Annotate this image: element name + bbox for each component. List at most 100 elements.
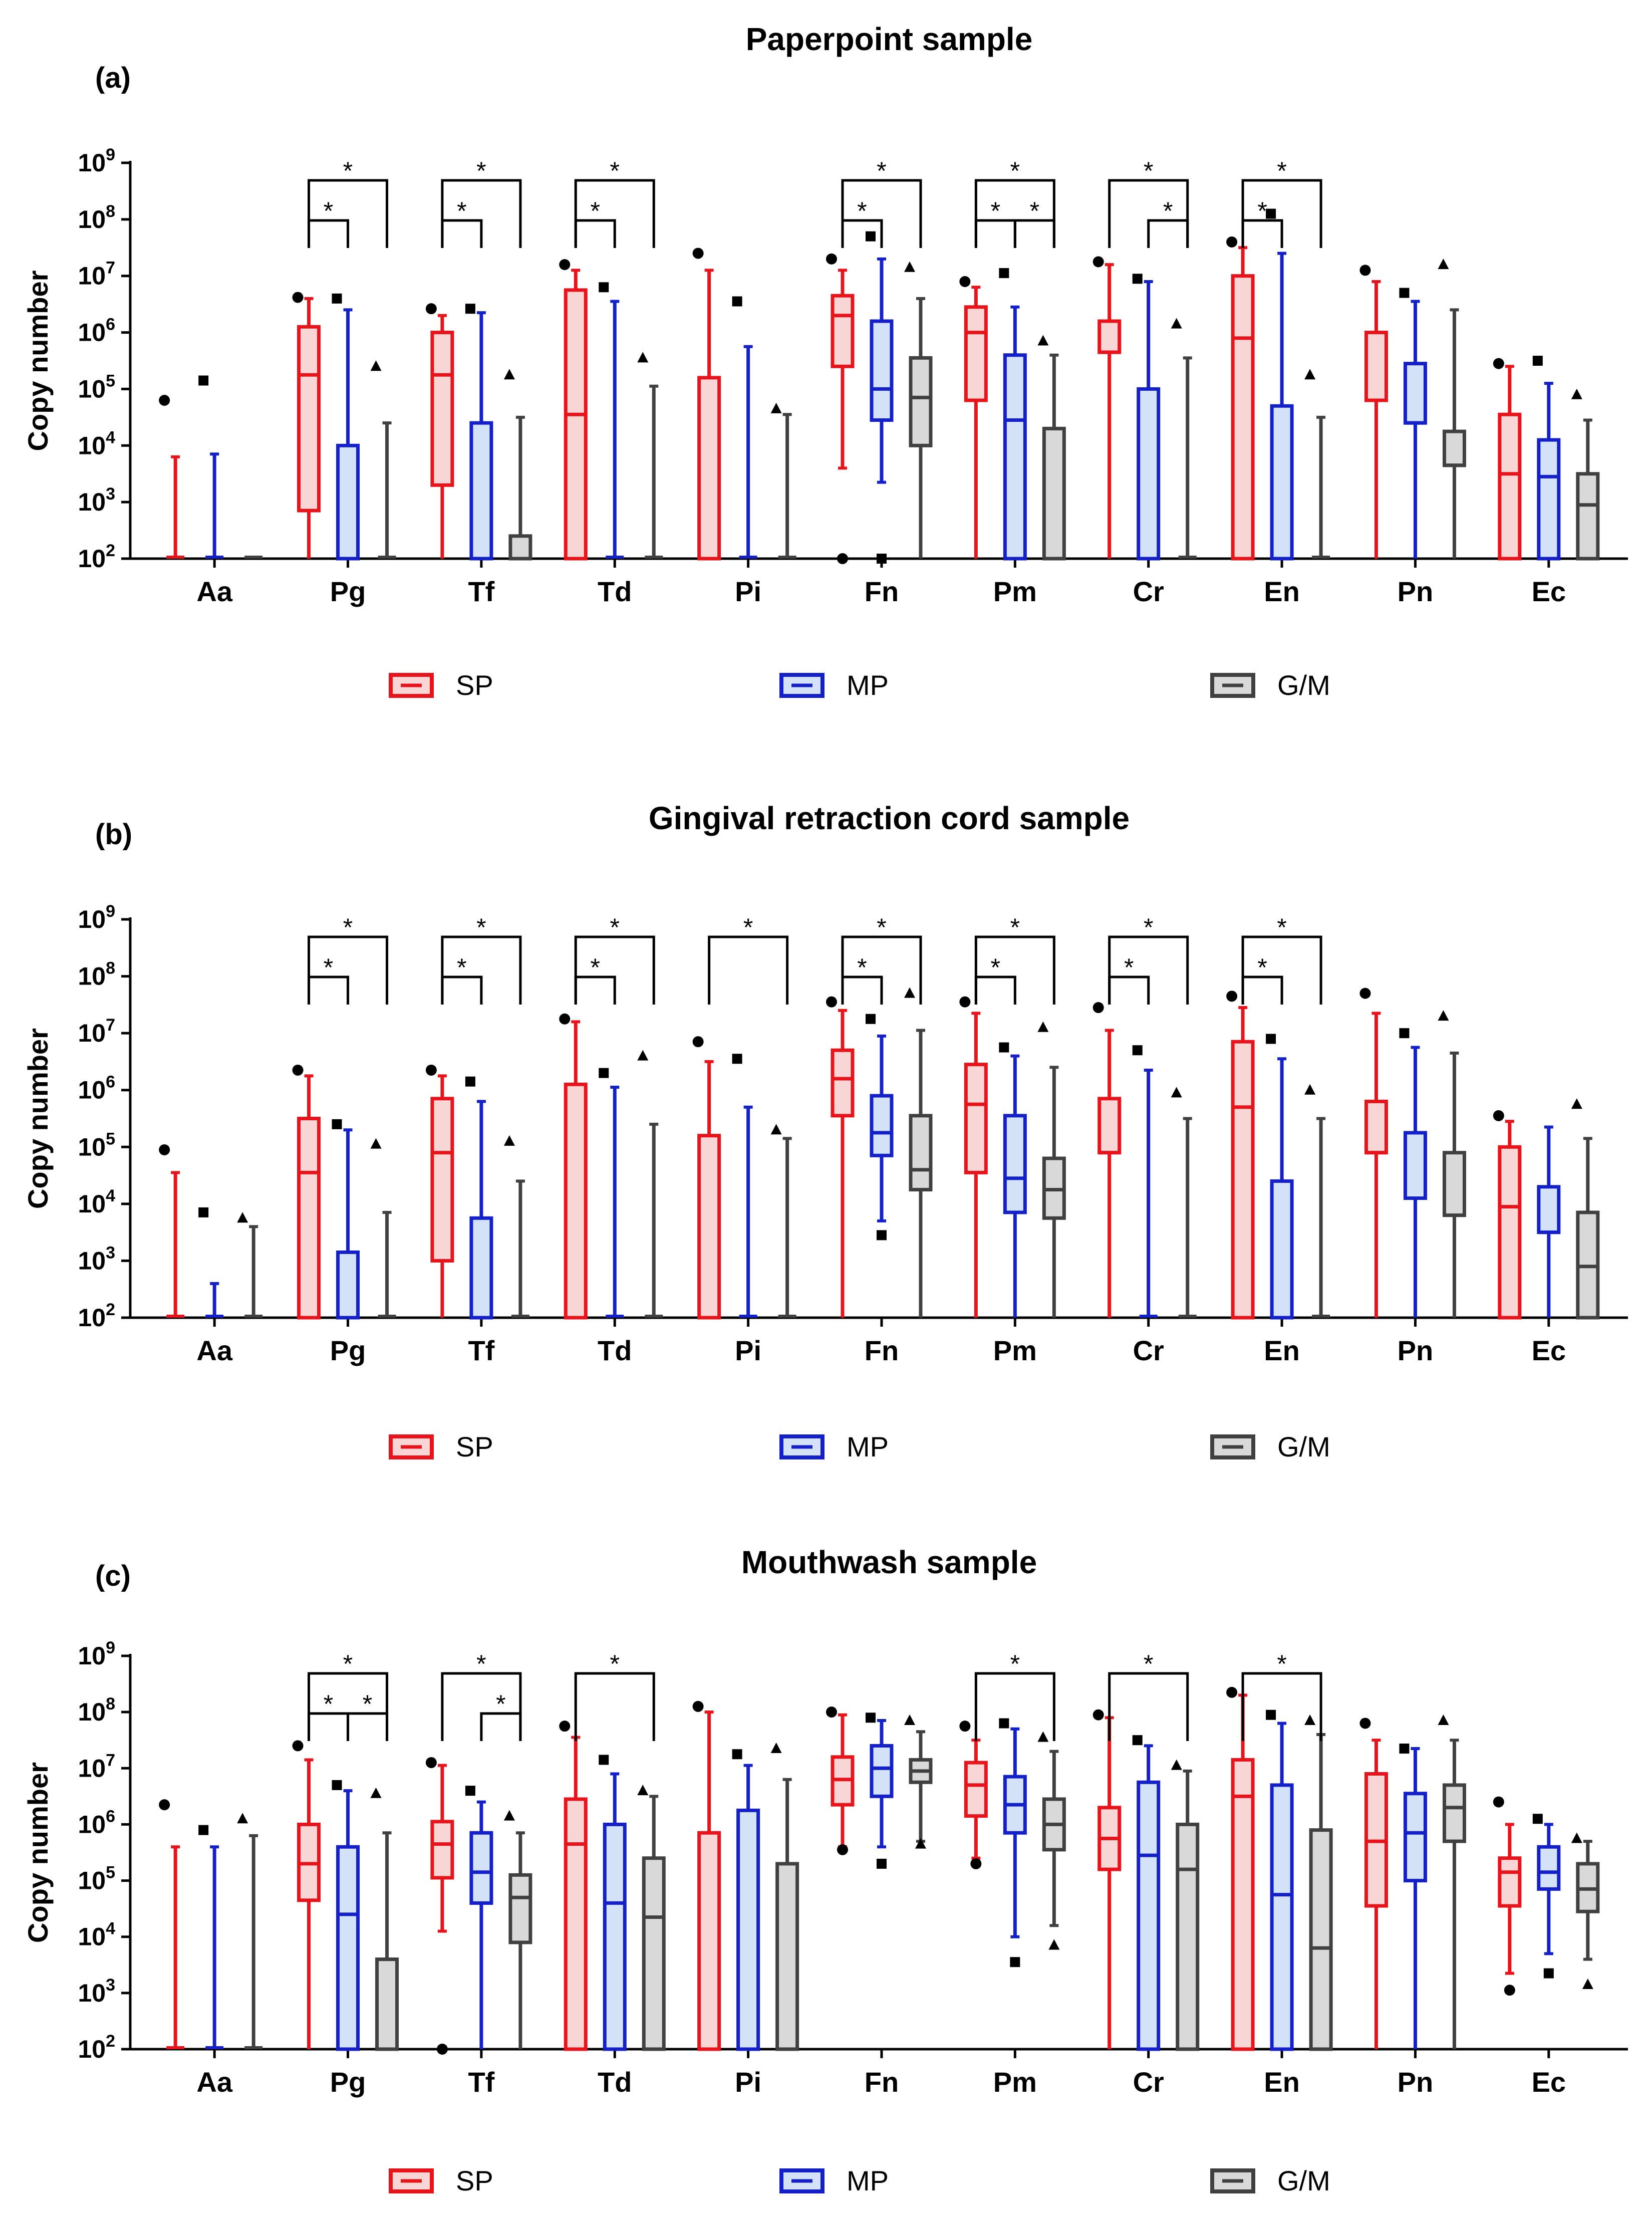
y-tick-label: 107: [78, 1751, 115, 1782]
chart-title: Paperpoint sample: [746, 21, 1033, 57]
significance-star: *: [591, 953, 600, 981]
panel-label: (c): [95, 1560, 131, 1592]
category-label-En: En: [1264, 2066, 1300, 2098]
box: [1576, 472, 1600, 561]
box-SP-Pn: [1359, 265, 1388, 559]
significance-bracket: *: [1013, 197, 1055, 248]
y-tick-label: 105: [78, 1863, 115, 1895]
box-SP-Ec: [1493, 358, 1522, 561]
box-MP-Pn: [1399, 1028, 1427, 1318]
significance-star: *: [610, 157, 620, 185]
bracket-line: [441, 179, 522, 248]
y-tick-label: 106: [78, 1807, 115, 1838]
box-SP-Aa: [159, 395, 185, 559]
significance-star: *: [1257, 953, 1267, 981]
significance-star: *: [476, 913, 486, 941]
significance-bracket: *: [1241, 157, 1322, 248]
outlier-point: [1226, 1686, 1238, 1698]
box: [1270, 1783, 1294, 2051]
box-GM-Pg: [370, 360, 396, 559]
box: [909, 1114, 933, 1191]
outlier-point: [1266, 208, 1276, 219]
outlier-point: [1304, 369, 1316, 380]
outlier-point: [770, 402, 782, 413]
y-tick-label: 104: [78, 428, 115, 459]
box-GM-Fn: [904, 1714, 933, 1849]
box-SP-Ec: [1493, 1110, 1522, 1320]
significance-star: *: [324, 953, 333, 981]
box-SP-Pi: [692, 248, 721, 561]
outlier-point: [866, 1712, 876, 1723]
outlier-point: [503, 1810, 515, 1821]
box: [469, 1831, 493, 1905]
box-SP-En: [1226, 236, 1255, 561]
category-label-Cr: Cr: [1133, 1335, 1164, 1366]
outlier-point: [637, 1050, 649, 1061]
panel-1: Paperpoint sample (a) Copy number 102 103 104…: [22, 21, 1628, 701]
category-label-Pg: Pg: [330, 1335, 366, 1366]
outlier-point: [292, 1740, 304, 1752]
significance-star: *: [1257, 197, 1267, 225]
box: [508, 1873, 532, 1944]
outlier-point: [370, 360, 382, 371]
box-GM-Cr: [1171, 318, 1197, 559]
significance-star: *: [1144, 913, 1153, 941]
box: [1403, 1131, 1427, 1200]
legend-label: SP: [456, 2165, 493, 2196]
significance-star: *: [877, 157, 886, 185]
category-label-Aa: Aa: [196, 576, 232, 607]
box: [430, 1097, 454, 1263]
outlier-point: [1493, 1110, 1504, 1121]
significance-bracket: *: [841, 953, 883, 1005]
box: [1231, 1758, 1255, 2051]
box-SP-Pm: [959, 1720, 988, 1869]
outlier-point: [1037, 1021, 1049, 1032]
category-label-En: En: [1264, 576, 1300, 607]
outlier-point: [1266, 1709, 1276, 1720]
box: [336, 1250, 360, 1320]
outlier-point: [159, 1799, 170, 1811]
box-SP-Cr: [1092, 1002, 1122, 1318]
box-SP-Td: [559, 1720, 588, 2051]
category-label-Fn: Fn: [865, 576, 899, 607]
box-GM-Cr: [1171, 1087, 1197, 1318]
box-GM-Pi: [770, 1743, 799, 2051]
box: [469, 1216, 493, 1320]
box: [564, 1082, 588, 1320]
box-GM-Pn: [1438, 1714, 1466, 2049]
box-GM-Pm: [1037, 1731, 1066, 1950]
box: [1097, 1097, 1122, 1155]
y-tick-label: 109: [78, 145, 115, 177]
box-SP-Pg: [292, 292, 321, 559]
category-label-Td: Td: [598, 576, 632, 607]
significance-bracket: *: [841, 913, 922, 1005]
box-GM-En: [1304, 1084, 1330, 1318]
outlier-point: [1438, 259, 1449, 270]
box-MP-Cr: [1132, 1735, 1161, 2051]
legend-label: SP: [456, 669, 493, 701]
y-tick-label: 102: [78, 1300, 115, 1332]
category-label-Td: Td: [598, 1335, 632, 1366]
significance-bracket: *: [308, 953, 350, 1005]
outlier-point: [559, 1720, 571, 1732]
significance-bracket: *: [480, 1690, 522, 1741]
y-tick-label: 104: [78, 1919, 115, 1951]
box: [909, 356, 933, 447]
significance-bracket: *: [1108, 1650, 1189, 1741]
box: [870, 1094, 894, 1157]
bracket-line: [1241, 179, 1322, 248]
outlier-point-low: [1543, 1968, 1554, 1979]
box: [1042, 426, 1066, 561]
significance-star: *: [1277, 1650, 1286, 1678]
outlier-point: [959, 996, 971, 1008]
outlier-point: [1438, 1010, 1449, 1021]
significance-bracket: *: [974, 1650, 1055, 1741]
box-MP-Td: [599, 1068, 624, 1318]
legend-label: MP: [847, 1431, 889, 1462]
legend-item-GM: G/M: [1210, 2165, 1330, 2196]
significance-star: *: [343, 1650, 353, 1678]
box: [1403, 362, 1427, 425]
category-label-Td: Td: [598, 2066, 632, 2098]
outlier-point: [999, 268, 1009, 279]
bracket-line: [441, 935, 522, 1005]
